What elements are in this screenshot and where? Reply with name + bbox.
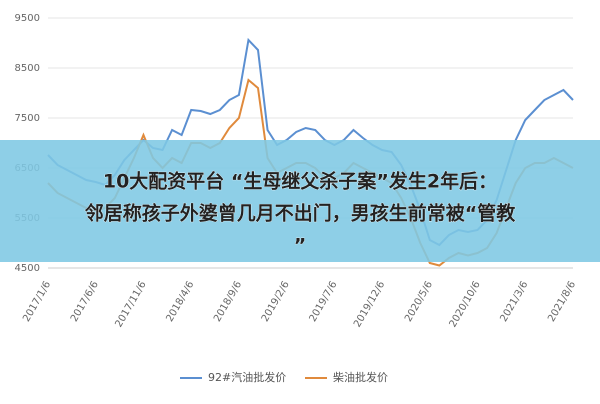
x-tick-label: 2021/8/6 — [546, 280, 578, 324]
x-tick-label: 2019/7/6 — [308, 280, 340, 324]
legend-label: 柴油批发价 — [333, 370, 388, 384]
x-tick-label: 2017/11/6 — [113, 280, 148, 330]
caption-line: 邻居称孩子外婆曾几月不出门，男孩生前常被“管教 — [85, 202, 516, 225]
caption-banner — [0, 140, 600, 262]
legend-label: 92#汽油批发价 — [208, 370, 286, 384]
y-tick-label: 8500 — [15, 63, 40, 74]
x-tick-label: 2021/3/6 — [498, 280, 530, 324]
y-tick-label: 4500 — [15, 263, 40, 274]
y-tick-label: 7500 — [15, 113, 40, 124]
x-tick-label: 2018/9/6 — [212, 280, 244, 324]
x-tick-label: 2019/12/6 — [352, 280, 387, 330]
x-tick-label: 2017/1/6 — [21, 280, 53, 324]
caption-line: ” — [294, 235, 307, 257]
x-tick-label: 2018/4/6 — [164, 280, 196, 324]
x-tick-label: 2017/6/6 — [69, 280, 101, 324]
x-tick-label: 2019/2/6 — [260, 280, 292, 324]
caption-line: 10大配资平台 “生母继父杀子案”发生2年后： — [103, 170, 497, 193]
y-tick-label: 9500 — [15, 13, 40, 24]
x-tick-label: 2020/5/6 — [403, 280, 435, 324]
x-tick-label: 2020/10/6 — [448, 279, 483, 329]
